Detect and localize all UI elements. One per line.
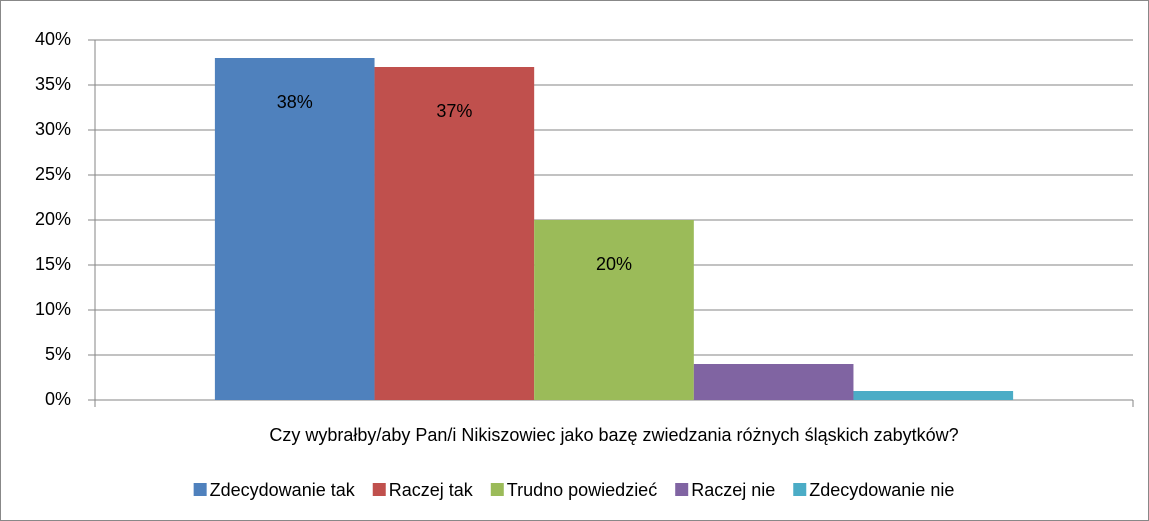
bar bbox=[214, 58, 375, 400]
bar bbox=[853, 391, 1014, 400]
y-tick-label: 0% bbox=[45, 389, 71, 409]
legend-swatch bbox=[793, 483, 807, 496]
legend-swatch bbox=[490, 483, 504, 496]
bar bbox=[693, 364, 854, 400]
legend-label: Raczej tak bbox=[389, 480, 474, 500]
legend-label: Trudno powiedzieć bbox=[507, 480, 657, 500]
y-tick-label: 40% bbox=[35, 29, 71, 49]
y-tick-label: 5% bbox=[45, 344, 71, 364]
bar bbox=[374, 67, 535, 400]
legend-swatch bbox=[372, 483, 386, 496]
legend-swatch bbox=[675, 483, 689, 496]
legend-label: Zdecydowanie nie bbox=[809, 480, 954, 500]
y-tick-label: 15% bbox=[35, 254, 71, 274]
y-tick-label: 35% bbox=[35, 74, 71, 94]
data-label: 38% bbox=[277, 92, 313, 112]
x-tick-label: Czy wybrałby/aby Pan/i Nikiszowiec jako … bbox=[269, 425, 958, 445]
y-tick-label: 30% bbox=[35, 119, 71, 139]
y-tick-label: 10% bbox=[35, 299, 71, 319]
legend-label: Zdecydowanie tak bbox=[210, 480, 356, 500]
y-tick-label: 20% bbox=[35, 209, 71, 229]
data-label: 20% bbox=[596, 254, 632, 274]
bar bbox=[534, 220, 694, 400]
y-tick-label: 25% bbox=[35, 164, 71, 184]
legend-label: Raczej nie bbox=[691, 480, 775, 500]
data-label: 37% bbox=[436, 101, 472, 121]
legend-swatch bbox=[193, 483, 207, 496]
